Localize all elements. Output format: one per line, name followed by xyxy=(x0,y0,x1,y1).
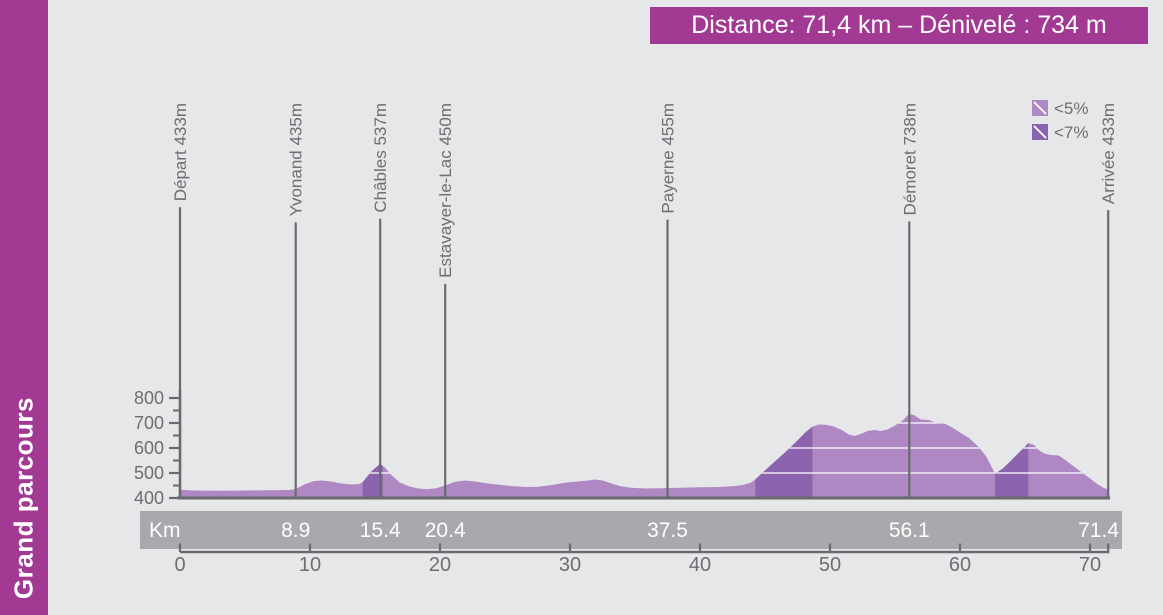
legend-label-1: <5% xyxy=(1054,99,1089,118)
x-tick-label-0: 0 xyxy=(174,554,185,576)
steep-section-lt7-3 xyxy=(995,443,1029,499)
waypoint-label: Estavayer-le-Lac 450m xyxy=(436,103,455,278)
km-band-value-8.9: 8.9 xyxy=(281,519,310,542)
km-band-value-20.4: 20.4 xyxy=(425,519,466,542)
x-tick-label-10: 10 xyxy=(299,554,321,576)
x-tick-label-50: 50 xyxy=(819,554,841,576)
km-band-value-37.5: 37.5 xyxy=(647,519,688,542)
legend-swatch-diagonal-2 xyxy=(1033,125,1047,139)
waypoint-label: Yvonand 435m xyxy=(287,103,306,216)
waypoint-label: Démoret 738m xyxy=(900,103,919,215)
profile-area-lt5 xyxy=(180,413,1109,499)
km-band xyxy=(140,511,1122,549)
x-tick-label-30: 30 xyxy=(559,554,581,576)
steep-section-lt7-2 xyxy=(755,426,813,499)
x-tick-label-20: 20 xyxy=(429,554,451,576)
waypoint-label: Départ 433m xyxy=(171,103,190,201)
y-tick-label-700: 700 xyxy=(134,413,164,433)
y-tick-label-800: 800 xyxy=(134,388,164,408)
legend-label-2: <7% xyxy=(1054,123,1089,142)
distance-denivele-badge: Distance: 71,4 km – Dénivelé : 734 m xyxy=(650,7,1148,44)
legend-swatch-diagonal-1 xyxy=(1033,101,1047,115)
km-band-title: Km xyxy=(149,519,181,542)
y-tick-label-400: 400 xyxy=(134,488,164,508)
y-tick-label-500: 500 xyxy=(134,463,164,483)
km-band-value-71.4: 71.4 xyxy=(1078,519,1119,542)
grand-parcours-banner: Grand parcours xyxy=(0,0,48,615)
x-tick-label-70: 70 xyxy=(1079,554,1101,576)
waypoint-label: Arrivée 433m xyxy=(1099,103,1118,204)
y-tick-label-600: 600 xyxy=(134,438,164,458)
x-tick-label-60: 60 xyxy=(949,554,971,576)
x-tick-label-40: 40 xyxy=(689,554,711,576)
waypoint-label: Châbles 537m xyxy=(371,103,390,213)
km-band-value-15.4: 15.4 xyxy=(360,519,401,542)
waypoint-label: Payerne 455m xyxy=(659,103,678,214)
km-band-value-56.1: 56.1 xyxy=(889,519,930,542)
distance-denivele-text: Distance: 71,4 km – Dénivelé : 734 m xyxy=(691,11,1107,39)
